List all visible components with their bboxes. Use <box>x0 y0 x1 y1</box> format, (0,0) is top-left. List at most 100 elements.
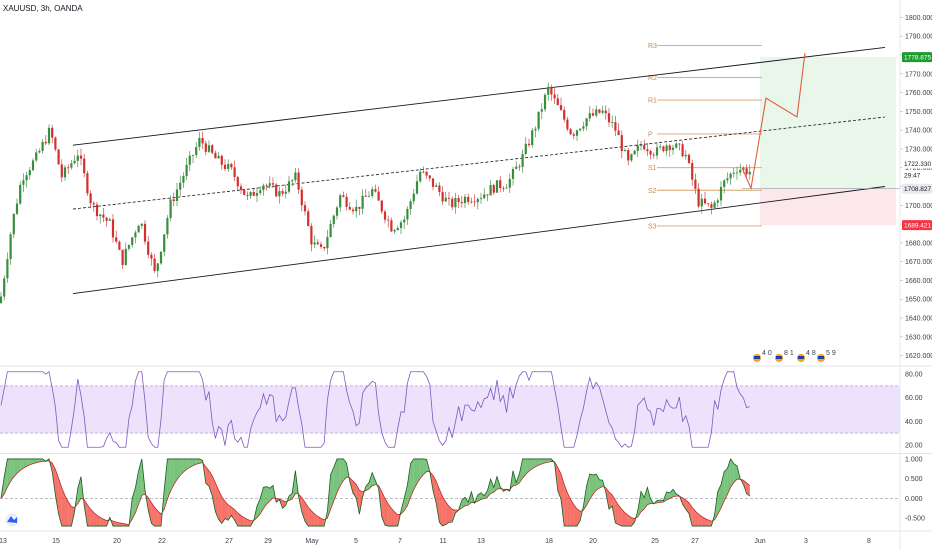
oscillator-fill <box>221 496 225 524</box>
oscillator-fill <box>625 512 629 527</box>
candle-body <box>332 215 335 225</box>
oscillator-fill <box>442 496 446 527</box>
oscillator-fill <box>225 501 229 521</box>
candle-body <box>531 130 534 146</box>
candle-body <box>156 263 159 271</box>
candle-body <box>502 188 505 189</box>
candle-body <box>121 249 124 265</box>
candle-body <box>575 130 579 136</box>
oscillator-fill <box>177 458 181 480</box>
rsi-tick-label: 60.00 <box>905 395 923 402</box>
oscillator-fill <box>621 509 625 527</box>
oscillator-fill <box>388 503 392 527</box>
stop-loss-tag: 1689.421 <box>904 223 931 230</box>
candle-body <box>147 241 150 255</box>
event-flag-icon[interactable]: 5 9 <box>816 350 836 363</box>
candle-body <box>406 208 409 220</box>
price-tick-label: 1740.000 <box>905 128 932 135</box>
candle-body <box>19 184 22 204</box>
rsi-band <box>0 385 900 434</box>
candle-body <box>399 222 403 229</box>
price-tick-label: 1630.000 <box>905 334 932 341</box>
candle-body <box>76 155 79 161</box>
oscillator-fill <box>404 485 408 511</box>
candle-body <box>297 172 300 190</box>
candle-body <box>662 146 665 152</box>
candle-body <box>655 147 659 156</box>
candle-body <box>217 155 220 159</box>
oscillator-fill <box>314 513 318 527</box>
oscillator-fill <box>481 492 485 500</box>
candle-body <box>191 155 195 156</box>
stop-loss-zone <box>760 188 896 226</box>
candle-body <box>511 168 515 179</box>
candle-body <box>188 155 191 165</box>
oscillator-fill <box>717 484 721 515</box>
event-flag <box>754 356 760 359</box>
event-flag-icon[interactable]: 4 8 <box>796 350 816 363</box>
candle-body <box>351 209 355 212</box>
candle-body <box>515 166 518 169</box>
event-flag-icon[interactable]: 4 0 <box>752 350 772 363</box>
candle-body <box>607 113 611 123</box>
candle-body <box>255 192 259 196</box>
current-price-tag-bg <box>902 158 932 169</box>
oscillator-fill <box>311 510 315 527</box>
oscillator-fill <box>138 458 142 505</box>
oscillator-fill <box>186 458 190 470</box>
candle-body <box>521 153 524 168</box>
rsi-panel <box>0 371 900 448</box>
oscillator-fill <box>372 472 376 486</box>
oscillator-fill <box>682 497 686 510</box>
oscillator-fill <box>317 516 321 527</box>
candle-body <box>457 198 460 202</box>
candle-body <box>335 207 339 216</box>
candle-body <box>492 185 495 193</box>
candle-body <box>451 198 454 208</box>
oscillator-tick-label: 0.500 <box>905 476 923 483</box>
oscillator-fill <box>55 469 59 515</box>
event-flag-icon[interactable]: 8 1 <box>774 350 794 363</box>
oscillator-tick-label: -0.500 <box>905 516 925 523</box>
oscillator-fill <box>154 507 158 527</box>
candle-body <box>153 258 156 271</box>
candle-body <box>623 150 627 152</box>
time-tick-label: 20 <box>113 538 121 545</box>
candle-body <box>380 200 383 212</box>
candle-body <box>249 192 252 196</box>
candle-body <box>652 154 655 156</box>
oscillator-fill <box>343 458 347 481</box>
oscillator-fill <box>13 458 17 477</box>
price-channel <box>72 47 886 295</box>
oscillator-fill <box>4 458 8 495</box>
oscillator-fill <box>157 511 161 527</box>
candle-body <box>390 220 393 232</box>
candle-body <box>95 204 99 217</box>
candle-body <box>409 201 412 209</box>
trade-zones <box>760 57 896 226</box>
oscillator-fill <box>100 517 104 527</box>
candle-body <box>252 192 255 196</box>
price-tick-label: 1770.000 <box>905 71 932 78</box>
candle-body <box>428 175 431 179</box>
candle-body <box>361 195 364 209</box>
oscillator-fill <box>340 458 344 486</box>
countdown-tag: 29:47 <box>904 173 921 180</box>
oscillator-fill <box>407 463 411 506</box>
candle-body <box>412 193 415 202</box>
time-tick-label: 18 <box>545 538 553 545</box>
oscillator-fill <box>180 458 184 476</box>
candle-body <box>636 145 639 151</box>
oscillator-signal <box>0 460 751 525</box>
candle-body <box>633 150 636 155</box>
oscillator-fill <box>746 482 750 497</box>
oscillator-fill <box>727 458 731 495</box>
oscillator-fill <box>237 512 241 527</box>
logo-icon[interactable] <box>5 513 19 527</box>
candle-body <box>195 146 198 156</box>
candle-body <box>9 234 12 260</box>
candle-body <box>185 164 188 177</box>
candle-body <box>534 128 537 131</box>
candle-body <box>476 199 479 203</box>
oscillator-fill <box>68 501 72 527</box>
